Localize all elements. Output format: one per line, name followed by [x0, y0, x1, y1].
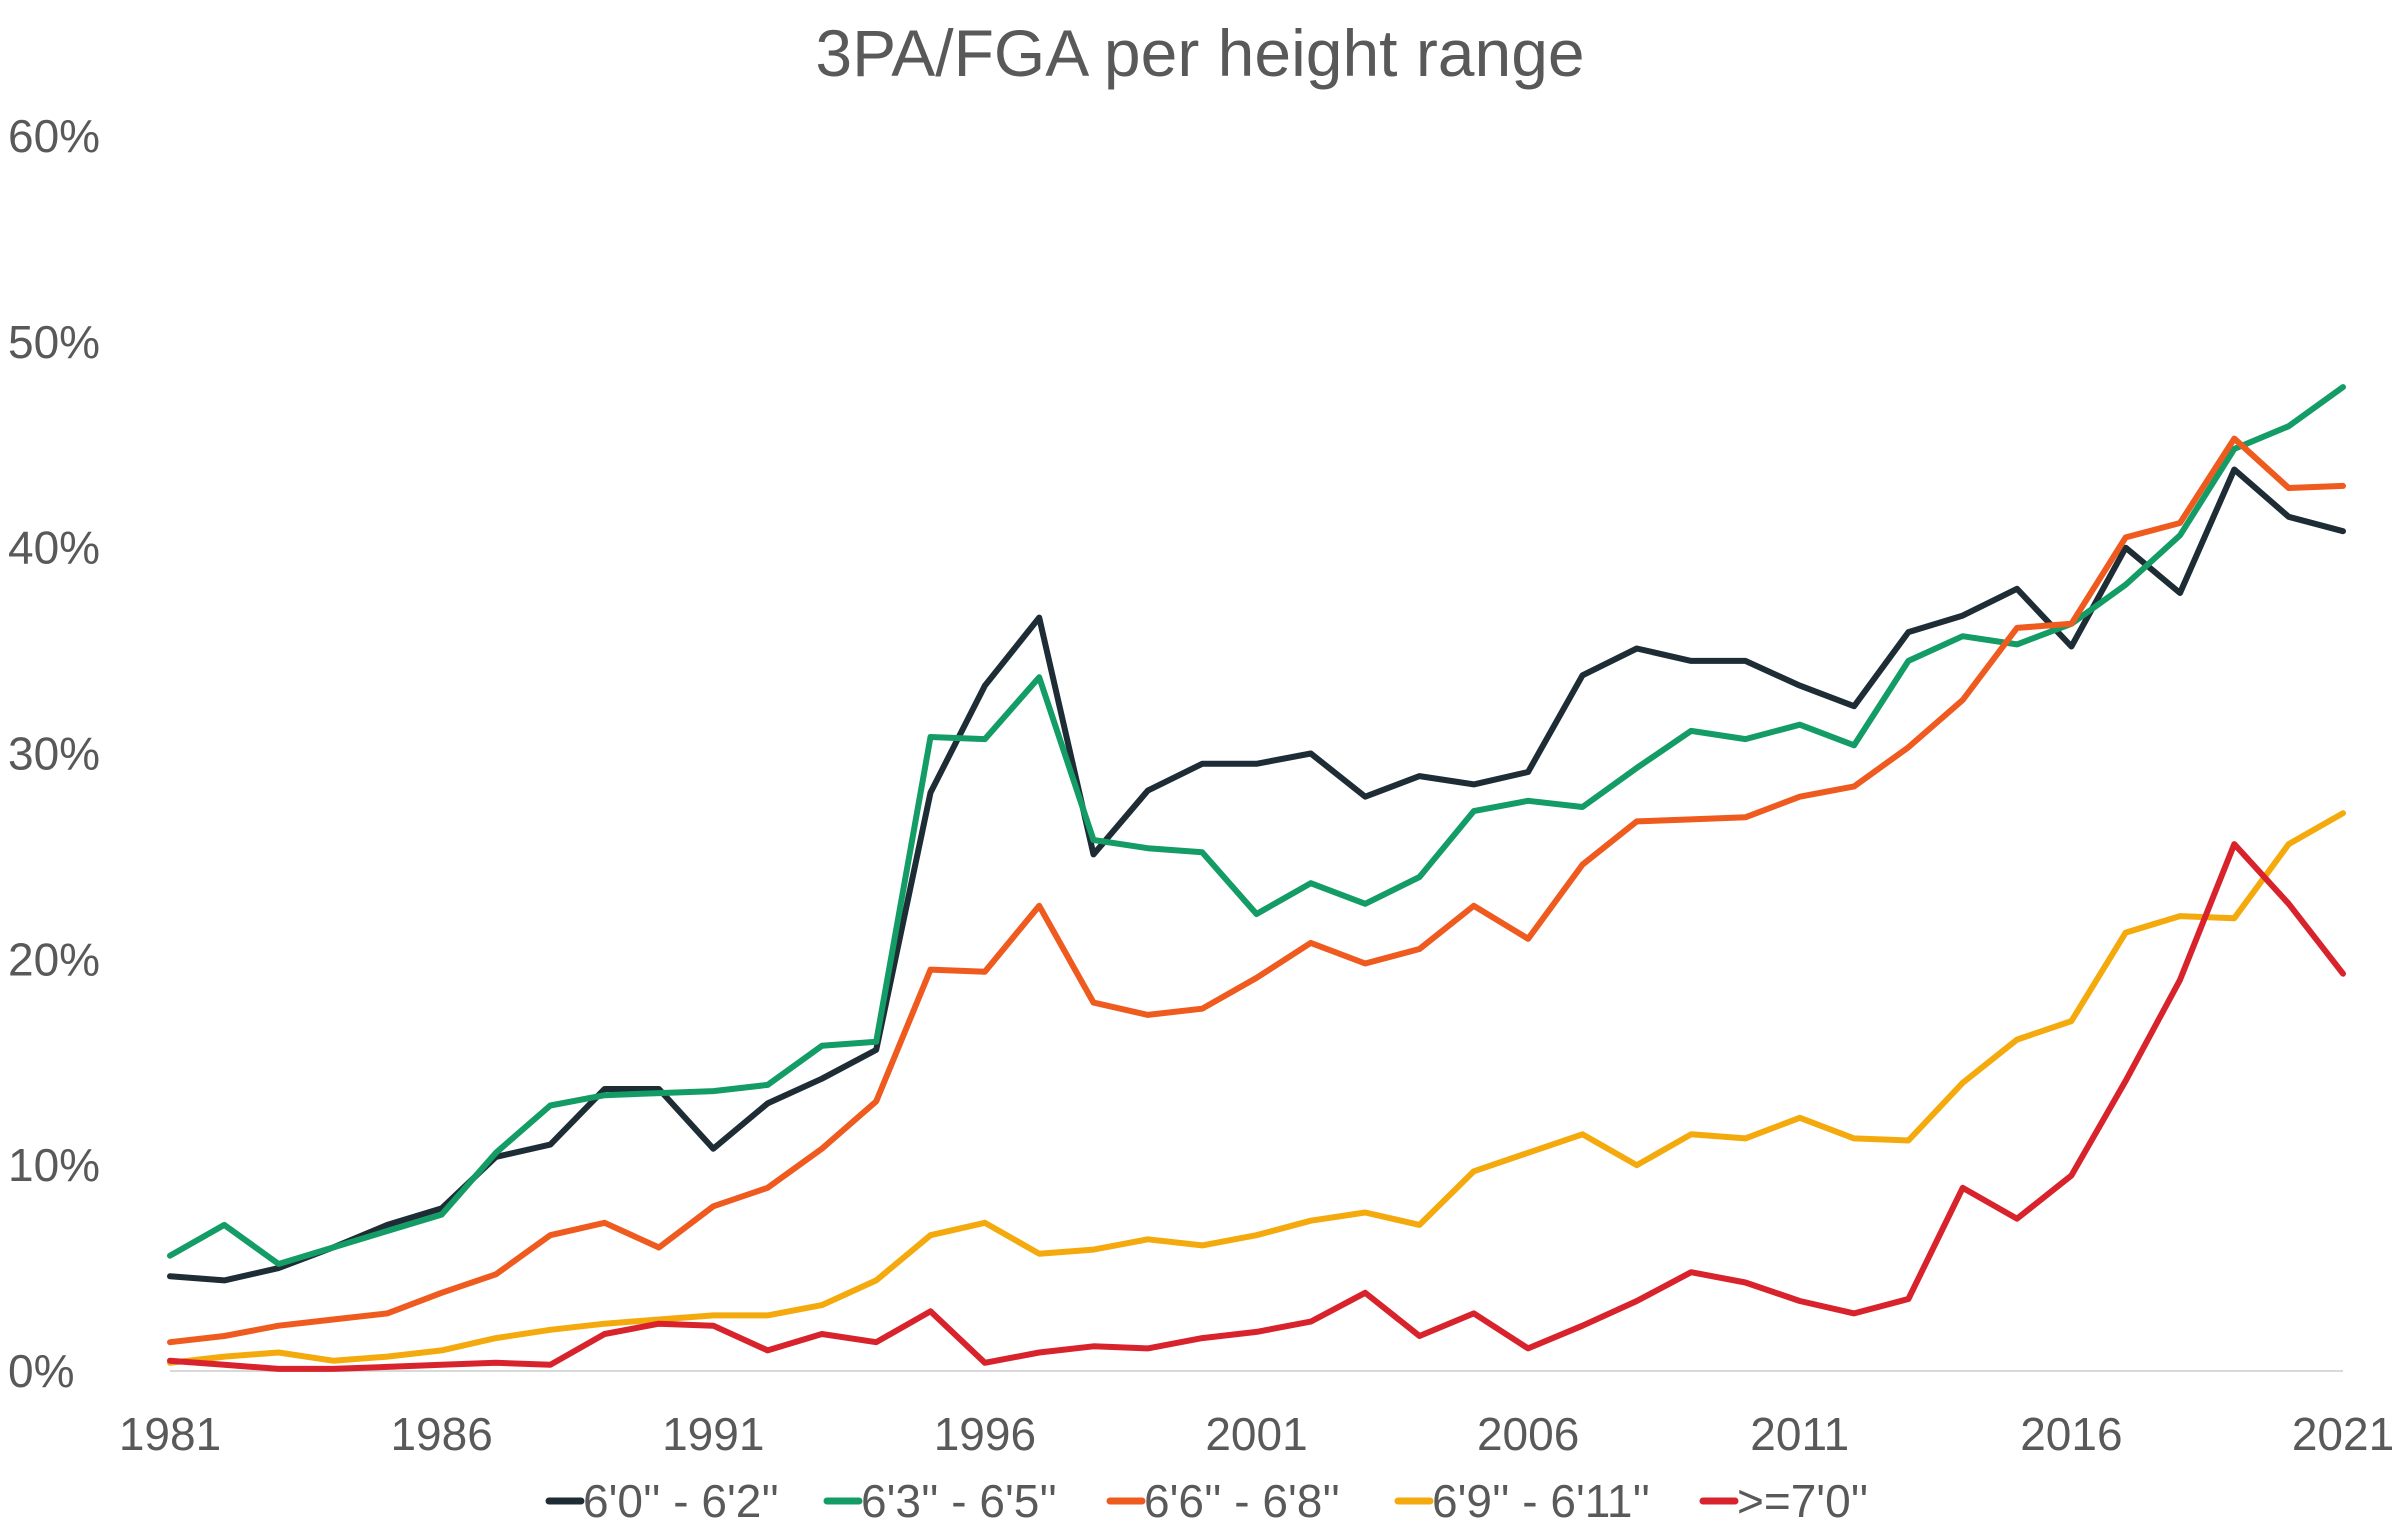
x-tick-label: 2001 [1205, 1408, 1307, 1460]
series-line-1 [167, 466, 2346, 1284]
chart-title: 3PA/FGA per height range [815, 16, 1584, 90]
x-tick-label: 2011 [1750, 1408, 1849, 1460]
x-axis-ticks: 1981 1986 1991 1996 2001 2006 2011 2016 2021 [119, 1408, 2394, 1460]
series-line-5 [167, 841, 2346, 1372]
x-tick-label: 2021 [2292, 1408, 2394, 1460]
legend-label: 6'9'' - 6'11'' [1432, 1475, 1650, 1527]
y-axis-ticks: 0% 10% 20% 30% 40% 50% 60% [8, 110, 100, 1397]
y-tick-label: 40% [8, 522, 100, 574]
legend-label: 6'6'' - 6'8'' [1144, 1475, 1340, 1527]
series-lines [167, 384, 2346, 1372]
series-line-2 [167, 384, 2346, 1267]
x-tick-label: 1981 [119, 1408, 221, 1460]
legend-label: >=7'0'' [1737, 1475, 1868, 1527]
y-tick-label: 50% [8, 316, 100, 368]
x-tick-label: 1986 [390, 1408, 492, 1460]
series-line-3 [167, 435, 2346, 1346]
legend-label: 6'0'' - 6'2'' [583, 1475, 779, 1527]
x-tick-label: 1996 [934, 1408, 1036, 1460]
x-tick-label: 1991 [662, 1408, 764, 1460]
series-line-4 [167, 810, 2346, 1366]
y-tick-label: 30% [8, 728, 100, 780]
y-tick-label: 20% [8, 933, 100, 985]
y-tick-label: 10% [8, 1139, 100, 1191]
y-tick-label: 60% [8, 110, 100, 162]
x-tick-label: 2006 [1477, 1408, 1579, 1460]
y-tick-label: 0% [8, 1345, 74, 1397]
legend: 6'0'' - 6'2'' 6'3'' - 6'5'' 6'6'' - 6'8'' 6… [545, 1475, 1868, 1527]
x-tick-label: 2016 [2020, 1408, 2122, 1460]
legend-label: 6'3'' - 6'5'' [861, 1475, 1057, 1527]
